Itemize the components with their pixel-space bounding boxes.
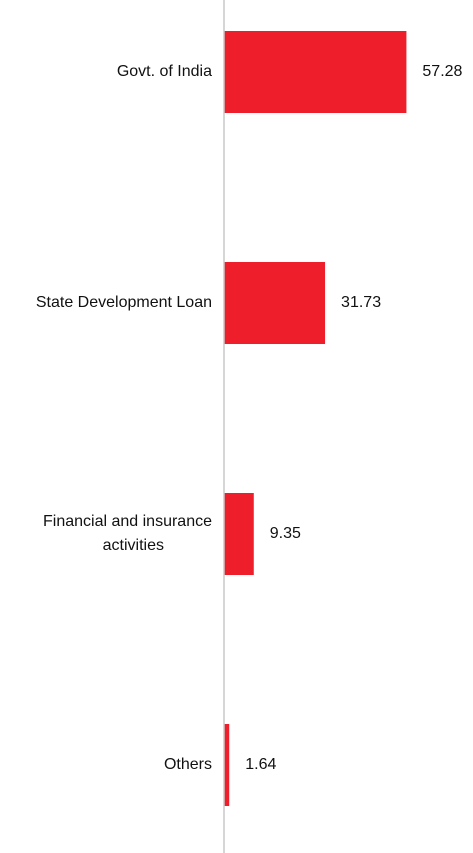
category-label-1: State Development Loan (36, 294, 212, 311)
value-label-2: 9.35 (270, 525, 301, 542)
category-label-3: Others (164, 756, 212, 773)
category-label-line: Others (164, 756, 212, 773)
bar-0 (224, 31, 407, 113)
bars-group (224, 31, 407, 806)
category-labels-group: Govt. of India State Development Loan Fina… (36, 63, 212, 773)
category-label-0: Govt. of India (117, 63, 212, 80)
category-label-line: activities (103, 537, 164, 554)
bar-2 (224, 493, 254, 575)
category-label-2: Financial and insurance activities (43, 513, 212, 554)
category-label-line: Financial and insurance (43, 513, 212, 530)
category-label-line: State Development Loan (36, 294, 212, 311)
value-labels-group: 57.28 31.73 9.35 1.64 (245, 63, 462, 773)
value-label-0: 57.28 (422, 63, 462, 80)
bar-3 (224, 724, 230, 806)
value-label-1: 31.73 (341, 294, 381, 311)
category-label-line: Govt. of India (117, 63, 212, 80)
value-label-3: 1.64 (245, 756, 276, 773)
bar-1 (224, 262, 326, 344)
